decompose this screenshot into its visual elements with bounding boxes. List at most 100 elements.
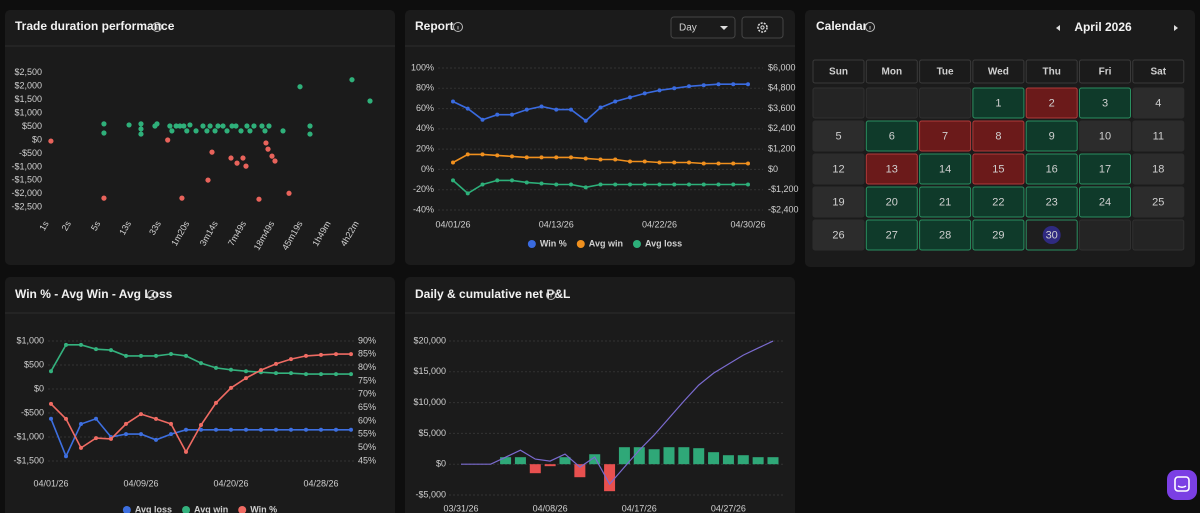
day-cell bbox=[1025, 87, 1078, 119]
info-icon[interactable] bbox=[152, 22, 162, 32]
point bbox=[319, 372, 323, 377]
bar bbox=[604, 464, 616, 492]
scatter-point bbox=[165, 137, 171, 143]
prev-month[interactable] bbox=[1056, 25, 1060, 31]
day-number: 22 bbox=[992, 196, 1004, 208]
point bbox=[139, 353, 143, 358]
legend-label: Avg loss bbox=[135, 504, 172, 513]
info-icon[interactable] bbox=[147, 290, 157, 300]
weekday-cell bbox=[919, 59, 972, 84]
y-tick-label: -$2,500 bbox=[11, 202, 42, 212]
day-number: 1 bbox=[995, 97, 1001, 109]
scatter-point bbox=[262, 128, 268, 134]
point bbox=[701, 182, 706, 187]
point bbox=[139, 432, 143, 437]
select-value[interactable]: Day bbox=[679, 23, 697, 34]
point bbox=[613, 182, 618, 187]
point bbox=[184, 353, 188, 358]
y2-tick-label: 50% bbox=[358, 442, 376, 452]
scatter-point bbox=[207, 123, 213, 129]
point bbox=[598, 105, 603, 110]
point bbox=[289, 427, 293, 432]
scatter-point bbox=[209, 149, 215, 155]
weekday-cell bbox=[972, 59, 1025, 84]
day-number: 6 bbox=[889, 130, 895, 142]
scatter-point bbox=[297, 84, 303, 90]
day-number: 30 bbox=[1046, 229, 1058, 241]
day-cell bbox=[812, 219, 865, 251]
point bbox=[583, 185, 588, 190]
x-tick-label: 04/28/26 bbox=[303, 478, 338, 488]
point bbox=[524, 107, 529, 112]
day-cell bbox=[1079, 87, 1131, 119]
day-cell bbox=[1079, 186, 1131, 218]
day-number: 15 bbox=[992, 163, 1004, 175]
x-tick-label: 04/22/26 bbox=[642, 219, 677, 229]
caret bbox=[720, 26, 728, 30]
scatter-point bbox=[220, 123, 226, 129]
next-month[interactable] bbox=[1174, 25, 1178, 31]
y-tick-label: $2,000 bbox=[14, 81, 42, 91]
day-cell bbox=[972, 153, 1025, 185]
scatter-point bbox=[272, 158, 278, 164]
series-line bbox=[461, 340, 774, 486]
point bbox=[229, 367, 233, 372]
point bbox=[480, 182, 485, 187]
scatter-point bbox=[229, 123, 235, 129]
bar bbox=[648, 449, 660, 465]
point bbox=[49, 369, 53, 374]
scatter-point bbox=[138, 131, 144, 137]
scatter-point bbox=[286, 190, 292, 196]
day-number: 9 bbox=[1049, 130, 1055, 142]
point bbox=[687, 160, 691, 165]
day-number: 26 bbox=[832, 229, 844, 241]
period-select[interactable]: Day bbox=[670, 16, 736, 39]
day-cell bbox=[1025, 120, 1078, 152]
scatter-point bbox=[205, 177, 211, 183]
day-cell bbox=[812, 120, 865, 152]
day-cell bbox=[1132, 186, 1185, 218]
panel bbox=[5, 10, 395, 265]
y2-tick-label: -$1,200 bbox=[768, 184, 799, 194]
select-box[interactable] bbox=[670, 16, 736, 39]
chat-button[interactable] bbox=[1167, 470, 1197, 500]
selected-day bbox=[1042, 226, 1061, 244]
y2-tick-label: $4,800 bbox=[768, 83, 796, 93]
y2-tick-label: $3,600 bbox=[768, 103, 796, 113]
y-tick-label: $1,000 bbox=[14, 107, 42, 117]
y-tick-label: $0 bbox=[34, 383, 44, 393]
point bbox=[583, 156, 588, 161]
legend-marker bbox=[238, 506, 247, 513]
point bbox=[244, 376, 248, 381]
point bbox=[731, 182, 736, 187]
y-tick-label: -$1,500 bbox=[11, 175, 42, 185]
y2-tick-label: 85% bbox=[358, 349, 376, 359]
x-tick-label: 04/20/26 bbox=[213, 478, 248, 488]
point bbox=[465, 191, 470, 196]
info-icon[interactable] bbox=[546, 290, 556, 300]
day-cell bbox=[1132, 120, 1185, 152]
y2-tick-label: 45% bbox=[358, 455, 376, 465]
settings-button[interactable] bbox=[741, 16, 784, 39]
point bbox=[598, 182, 603, 187]
scatter-point bbox=[349, 77, 355, 83]
y-tick-label: 20% bbox=[416, 144, 434, 154]
point bbox=[154, 416, 158, 421]
scatter-point bbox=[181, 123, 187, 129]
panel-title: Trade duration performance bbox=[15, 19, 175, 33]
legend-marker bbox=[122, 506, 131, 513]
button[interactable] bbox=[741, 16, 784, 39]
chat-bubble[interactable] bbox=[1167, 470, 1197, 500]
day-number: 19 bbox=[832, 196, 844, 208]
day-number: 28 bbox=[939, 229, 951, 241]
point bbox=[554, 155, 559, 160]
point bbox=[199, 427, 203, 432]
point bbox=[319, 352, 323, 357]
point bbox=[64, 416, 68, 421]
info-icon[interactable] bbox=[453, 22, 463, 32]
info-icon[interactable] bbox=[865, 22, 875, 32]
point bbox=[214, 400, 218, 405]
point bbox=[124, 353, 128, 358]
scatter-point bbox=[167, 123, 173, 129]
x-tick-label: 03/31/26 bbox=[443, 503, 478, 513]
